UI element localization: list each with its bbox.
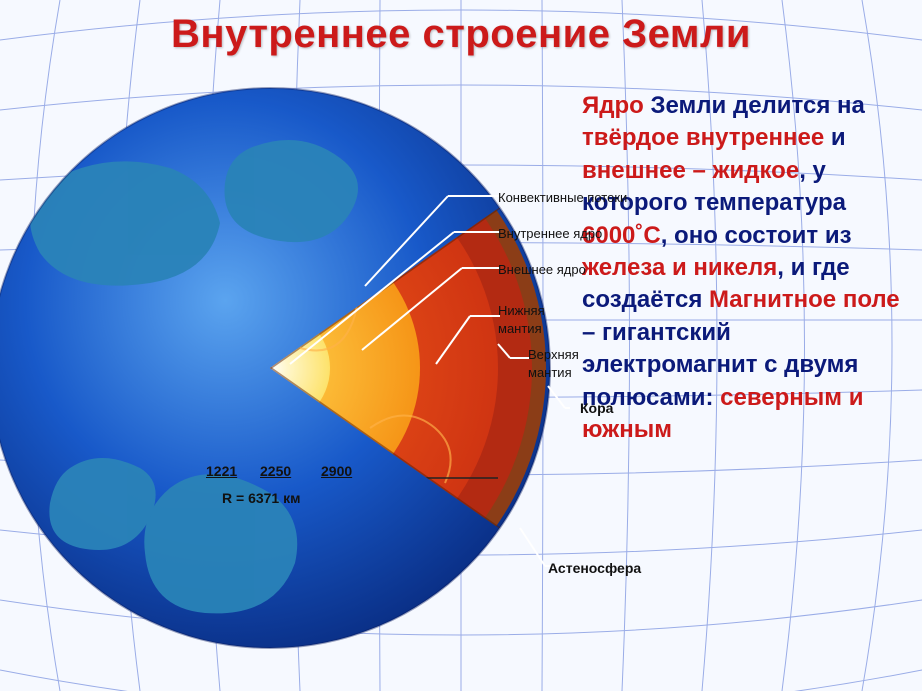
body-text: Ядро Земли делится на твёрдое внутреннее… bbox=[582, 90, 902, 446]
radius-total: R = 6371 км bbox=[222, 490, 300, 506]
label-lower-mantle: Нижняя мантия bbox=[498, 302, 545, 338]
radius-outer: 2250 bbox=[260, 463, 291, 479]
label-asthenosphere: Астеносфера bbox=[548, 560, 641, 578]
label-inner-core: Внутреннее ядро bbox=[498, 225, 602, 243]
earth-diagram bbox=[0, 68, 570, 668]
radius-mantle: 2900 bbox=[321, 463, 352, 479]
radius-inner: 1221 bbox=[206, 463, 237, 479]
page-title: Внутреннее строение Земли bbox=[0, 12, 922, 57]
label-upper-mantle: Верхняя мантия bbox=[528, 346, 579, 382]
label-convective: Конвективные потоки bbox=[498, 189, 627, 207]
label-crust: Кора bbox=[580, 400, 613, 418]
label-outer-core: Внешнее ядро bbox=[498, 261, 586, 279]
